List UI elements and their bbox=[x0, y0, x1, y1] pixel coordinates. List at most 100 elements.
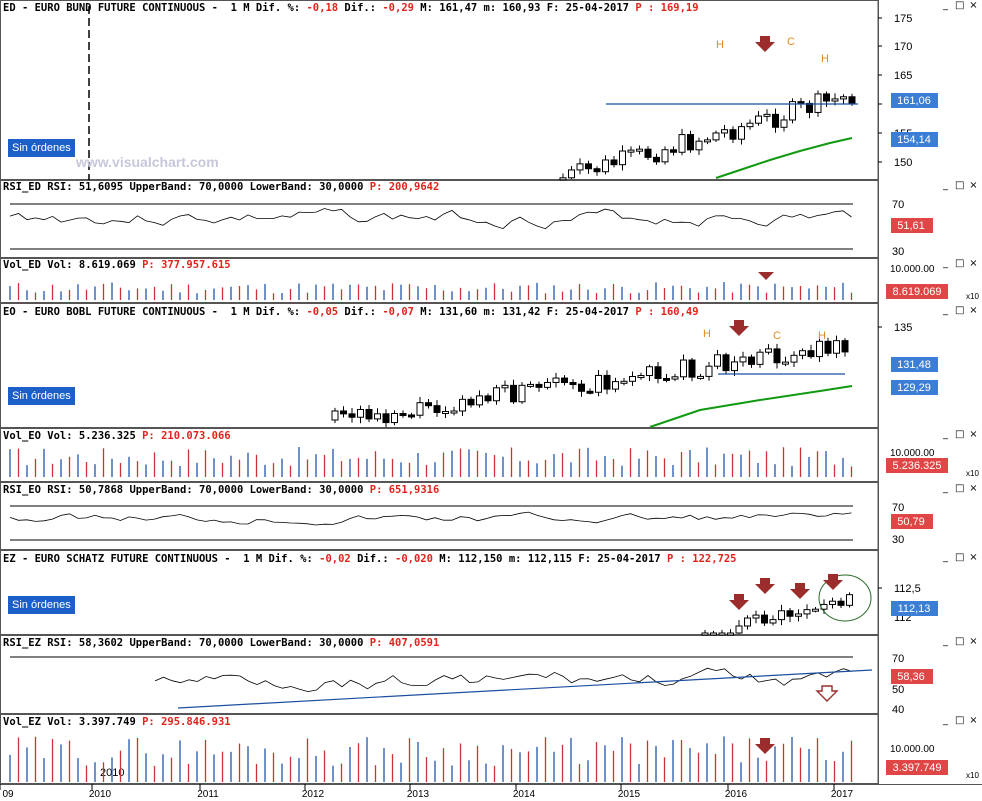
ez-price-tag-text: 112,13 bbox=[898, 603, 931, 615]
rsi-ez-trendline bbox=[177, 669, 873, 709]
eo-window-controls: _ □ × bbox=[924, 306, 978, 317]
close-icon[interactable]: × bbox=[969, 0, 978, 11]
vol-ed-tick: 10.000.00 bbox=[890, 264, 935, 275]
ed-pattern-h1: H bbox=[716, 39, 724, 51]
ed-moving-average bbox=[715, 137, 853, 179]
close-icon[interactable]: × bbox=[969, 180, 978, 191]
close-icon[interactable]: × bbox=[969, 429, 978, 440]
ed-pattern-c: C bbox=[787, 36, 795, 48]
rsi-ez-tick-40: 40 bbox=[892, 704, 904, 716]
eo-moving-average bbox=[649, 385, 853, 428]
eo-candle bbox=[484, 395, 492, 402]
ez-candle bbox=[795, 613, 802, 617]
eo-candle bbox=[374, 413, 381, 420]
eo-candle bbox=[688, 359, 696, 378]
ed-header: ED - EURO BUND FUTURE CONTINUOUS - 1 M D… bbox=[3, 2, 699, 14]
x-tick-label: 2014 bbox=[513, 789, 536, 800]
ez-highlight-ellipse bbox=[818, 574, 872, 622]
watermark: www.visualchart.com bbox=[76, 154, 219, 170]
maximize-icon[interactable]: □ bbox=[955, 0, 965, 11]
ez-window-controls: _ □ × bbox=[924, 553, 978, 564]
eo-candle bbox=[595, 374, 602, 393]
eo-candle bbox=[816, 340, 823, 358]
ed-window-controls: _ □ × bbox=[924, 1, 978, 12]
x-tick-label: 2015 bbox=[618, 789, 641, 800]
eo-candle bbox=[391, 413, 398, 424]
minimize-icon[interactable]: _ bbox=[943, 429, 948, 440]
eo-candle bbox=[467, 398, 475, 406]
ez-candle bbox=[829, 600, 836, 605]
ez-down-arrow-icon bbox=[755, 578, 775, 594]
x-tick-label: 2013 bbox=[407, 789, 430, 800]
rsi-eo-header: RSI_EO RSI: 50,7868 UpperBand: 70,0000 L… bbox=[3, 484, 440, 496]
ed-candle bbox=[627, 149, 635, 153]
rsi-ez-tick-50: 50 bbox=[892, 684, 904, 696]
no-orders-button-ez[interactable]: Sin órdenes bbox=[8, 596, 75, 614]
maximize-icon[interactable]: □ bbox=[955, 715, 965, 726]
rsi-eo-tick-30: 30 bbox=[892, 534, 904, 546]
ed-candle bbox=[806, 102, 813, 113]
minimize-icon[interactable]: _ bbox=[943, 483, 948, 494]
ed-candle bbox=[610, 159, 618, 166]
eo-candle bbox=[654, 366, 662, 379]
x-tick-label: 09 bbox=[2, 789, 14, 800]
ed-y-tick-label: 165 bbox=[894, 70, 912, 82]
minimize-icon[interactable]: _ bbox=[943, 636, 948, 647]
eo-candle bbox=[586, 390, 594, 394]
close-icon[interactable]: × bbox=[969, 636, 978, 647]
ed-price-tag-text: 161,06 bbox=[897, 95, 931, 107]
close-icon[interactable]: × bbox=[969, 552, 978, 563]
minimize-icon[interactable]: _ bbox=[943, 715, 948, 726]
minimize-icon[interactable]: _ bbox=[943, 552, 948, 563]
vol-ez-arrow-icon bbox=[755, 738, 775, 754]
maximize-icon[interactable]: □ bbox=[955, 429, 965, 440]
ez-candle bbox=[837, 600, 845, 606]
ez-candle bbox=[727, 632, 734, 636]
eo-candle bbox=[748, 356, 755, 365]
close-icon[interactable]: × bbox=[969, 483, 978, 494]
eo-candle bbox=[561, 377, 568, 384]
maximize-icon[interactable]: □ bbox=[955, 258, 965, 269]
close-icon[interactable]: × bbox=[969, 305, 978, 316]
no-orders-button-eo[interactable]: Sin órdenes bbox=[8, 387, 75, 405]
vol-ez-mult: x10 bbox=[966, 771, 979, 780]
maximize-icon[interactable]: □ bbox=[955, 636, 965, 647]
ez-candle bbox=[710, 632, 717, 636]
no-orders-button-ed[interactable]: Sin órdenes bbox=[8, 139, 75, 157]
rsi-ez-header: RSI_EZ RSI: 58,3602 UpperBand: 70,0000 L… bbox=[3, 637, 440, 649]
eo-candle bbox=[697, 375, 704, 379]
eo-candle bbox=[824, 340, 832, 354]
maximize-icon[interactable]: □ bbox=[955, 305, 965, 316]
maximize-icon[interactable]: □ bbox=[955, 483, 965, 494]
minimize-icon[interactable]: _ bbox=[943, 180, 948, 191]
eo-candle bbox=[833, 340, 840, 354]
close-icon[interactable]: × bbox=[969, 715, 978, 726]
eo-ma-tag-text: 129,29 bbox=[897, 382, 931, 394]
close-icon[interactable]: × bbox=[969, 258, 978, 269]
eo-candle bbox=[493, 387, 500, 402]
eo-candle bbox=[680, 359, 687, 378]
eo-candle bbox=[340, 410, 347, 415]
maximize-icon[interactable]: □ bbox=[955, 552, 965, 563]
eo-header: EO - EURO BOBL FUTURE CONTINUOUS - 1 M D… bbox=[3, 306, 699, 318]
rsi-ez-line bbox=[154, 667, 853, 693]
eo-candle bbox=[603, 374, 611, 390]
eo-candle bbox=[646, 366, 653, 377]
eo-candle bbox=[756, 351, 764, 365]
maximize-icon[interactable]: □ bbox=[955, 180, 965, 191]
eo-candle bbox=[731, 361, 738, 372]
minimize-icon[interactable]: _ bbox=[943, 0, 948, 11]
vol-ez-window-controls: _ □ × bbox=[924, 716, 978, 727]
x-tick-label: 2016 bbox=[725, 789, 748, 800]
eo-ma-tag bbox=[891, 380, 938, 395]
eo-candle bbox=[620, 380, 628, 384]
minimize-icon[interactable]: _ bbox=[943, 258, 948, 269]
eo-candle bbox=[544, 381, 551, 388]
eo-candle bbox=[629, 375, 636, 382]
eo-candle bbox=[408, 414, 415, 418]
minimize-icon[interactable]: _ bbox=[943, 305, 948, 316]
eo-candle bbox=[663, 377, 670, 381]
eo-y-tick-label: 135 bbox=[894, 322, 912, 334]
ez-price-tag bbox=[891, 601, 938, 616]
ed-candle bbox=[729, 129, 737, 140]
